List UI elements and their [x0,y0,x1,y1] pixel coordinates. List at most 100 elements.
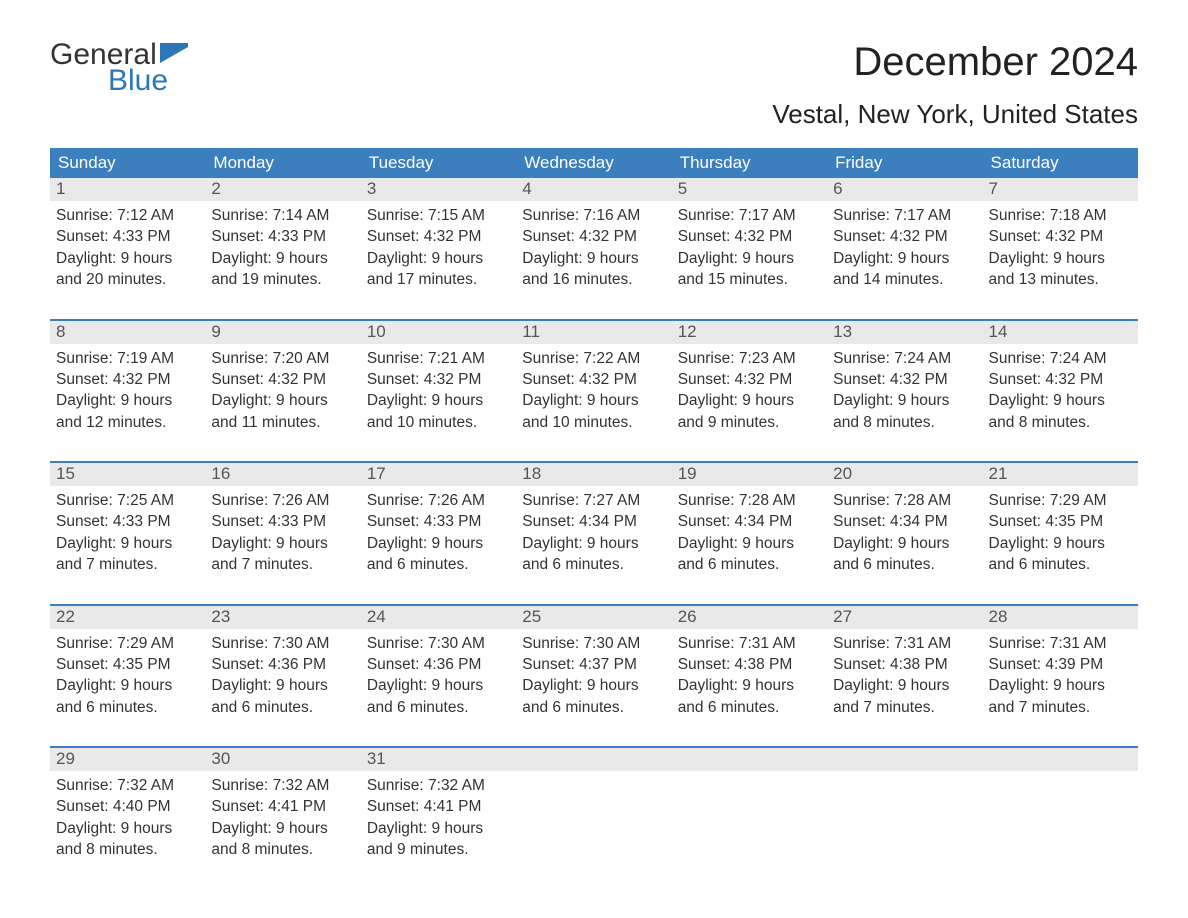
day-header-tue: Tuesday [361,148,516,178]
day-number: 5 [672,178,827,201]
day-number: 22 [50,606,205,629]
daylight-text: Daylight: 9 hours and 10 minutes. [367,390,510,433]
daylight-text: Daylight: 9 hours and 16 minutes. [522,248,665,291]
sunset-text: Sunset: 4:38 PM [833,654,976,675]
calendar-cell [983,748,1138,861]
sunset-text: Sunset: 4:36 PM [211,654,354,675]
brand-part2: Blue [108,66,168,96]
sunrise-text: Sunrise: 7:24 AM [989,348,1132,369]
day-number: 26 [672,606,827,629]
day-number: 24 [361,606,516,629]
calendar-cell: 25Sunrise: 7:30 AMSunset: 4:37 PMDayligh… [516,606,671,719]
sunrise-text: Sunrise: 7:12 AM [56,205,199,226]
sunset-text: Sunset: 4:33 PM [367,511,510,532]
day-body: Sunrise: 7:17 AMSunset: 4:32 PMDaylight:… [672,201,827,291]
day-body: Sunrise: 7:26 AMSunset: 4:33 PMDaylight:… [361,486,516,576]
sunrise-text: Sunrise: 7:32 AM [367,775,510,796]
sunrise-text: Sunrise: 7:24 AM [833,348,976,369]
sunset-text: Sunset: 4:38 PM [678,654,821,675]
calendar-cell: 22Sunrise: 7:29 AMSunset: 4:35 PMDayligh… [50,606,205,719]
daylight-text: Daylight: 9 hours and 6 minutes. [211,675,354,718]
calendar-cell: 31Sunrise: 7:32 AMSunset: 4:41 PMDayligh… [361,748,516,861]
sunset-text: Sunset: 4:32 PM [833,369,976,390]
calendar-cell: 5Sunrise: 7:17 AMSunset: 4:32 PMDaylight… [672,178,827,291]
day-number: 17 [361,463,516,486]
day-body: Sunrise: 7:31 AMSunset: 4:38 PMDaylight:… [827,629,982,719]
day-header-sun: Sunday [50,148,205,178]
brand-logo: General Blue [50,40,188,96]
sunrise-text: Sunrise: 7:28 AM [678,490,821,511]
sunset-text: Sunset: 4:36 PM [367,654,510,675]
calendar-cell: 2Sunrise: 7:14 AMSunset: 4:33 PMDaylight… [205,178,360,291]
sunset-text: Sunset: 4:41 PM [211,796,354,817]
calendar-cell: 1Sunrise: 7:12 AMSunset: 4:33 PMDaylight… [50,178,205,291]
daylight-text: Daylight: 9 hours and 8 minutes. [833,390,976,433]
day-number: 11 [516,321,671,344]
calendar-cell: 27Sunrise: 7:31 AMSunset: 4:38 PMDayligh… [827,606,982,719]
daylight-text: Daylight: 9 hours and 6 minutes. [678,533,821,576]
sunrise-text: Sunrise: 7:19 AM [56,348,199,369]
calendar-cell: 8Sunrise: 7:19 AMSunset: 4:32 PMDaylight… [50,321,205,434]
sunset-text: Sunset: 4:32 PM [367,226,510,247]
daylight-text: Daylight: 9 hours and 19 minutes. [211,248,354,291]
sunrise-text: Sunrise: 7:20 AM [211,348,354,369]
calendar-cell: 11Sunrise: 7:22 AMSunset: 4:32 PMDayligh… [516,321,671,434]
calendar-cell: 24Sunrise: 7:30 AMSunset: 4:36 PMDayligh… [361,606,516,719]
calendar-cell: 3Sunrise: 7:15 AMSunset: 4:32 PMDaylight… [361,178,516,291]
sunset-text: Sunset: 4:34 PM [678,511,821,532]
calendar-cell: 30 Sunrise: 7:32 AMSunset: 4:41 PMDayligh… [205,748,360,861]
daylight-text: Daylight: 9 hours and 12 minutes. [56,390,199,433]
daylight-text: Daylight: 9 hours and 8 minutes. [211,818,354,861]
sunset-text: Sunset: 4:41 PM [367,796,510,817]
daylight-text: Daylight: 9 hours and 6 minutes. [56,675,199,718]
day-body: Sunrise: 7:26 AMSunset: 4:33 PMDaylight:… [205,486,360,576]
day-body: Sunrise: 7:16 AMSunset: 4:32 PMDaylight:… [516,201,671,291]
sunrise-text: Sunrise: 7:26 AM [367,490,510,511]
sunrise-text: Sunrise: 7:30 AM [211,633,354,654]
sunrise-text: Sunrise: 7:28 AM [833,490,976,511]
sunrise-text: Sunrise: 7:32 AM [211,775,354,796]
day-number: 21 [983,463,1138,486]
calendar-cell: 17Sunrise: 7:26 AMSunset: 4:33 PMDayligh… [361,463,516,576]
sunset-text: Sunset: 4:32 PM [367,369,510,390]
day-header-wed: Wednesday [516,148,671,178]
day-body: Sunrise: 7:28 AMSunset: 4:34 PMDaylight:… [672,486,827,576]
day-header-thu: Thursday [672,148,827,178]
day-body: Sunrise: 7:25 AMSunset: 4:33 PMDaylight:… [50,486,205,576]
day-number: 29 [50,748,205,771]
daylight-text: Daylight: 9 hours and 8 minutes. [989,390,1132,433]
daylight-text: Daylight: 9 hours and 14 minutes. [833,248,976,291]
sunrise-text: Sunrise: 7:22 AM [522,348,665,369]
day-body: Sunrise: 7:23 AMSunset: 4:32 PMDaylight:… [672,344,827,434]
week-row: 15Sunrise: 7:25 AMSunset: 4:33 PMDayligh… [50,461,1138,576]
day-number: 14 [983,321,1138,344]
calendar-cell: 9Sunrise: 7:20 AMSunset: 4:32 PMDaylight… [205,321,360,434]
day-number: 30 [205,748,360,771]
day-number: 12 [672,321,827,344]
calendar-cell: 28Sunrise: 7:31 AMSunset: 4:39 PMDayligh… [983,606,1138,719]
calendar-cell: 10Sunrise: 7:21 AMSunset: 4:32 PMDayligh… [361,321,516,434]
daylight-text: Daylight: 9 hours and 7 minutes. [989,675,1132,718]
day-body: Sunrise: 7:28 AMSunset: 4:34 PMDaylight:… [827,486,982,576]
sunrise-text: Sunrise: 7:29 AM [56,633,199,654]
week-row: 22Sunrise: 7:29 AMSunset: 4:35 PMDayligh… [50,604,1138,719]
sunrise-text: Sunrise: 7:31 AM [678,633,821,654]
day-body: Sunrise: 7:15 AMSunset: 4:32 PMDaylight:… [361,201,516,291]
daylight-text: Daylight: 9 hours and 7 minutes. [833,675,976,718]
daylight-text: Daylight: 9 hours and 15 minutes. [678,248,821,291]
calendar: Sunday Monday Tuesday Wednesday Thursday… [50,148,1138,861]
sunset-text: Sunset: 4:32 PM [56,369,199,390]
day-number: 3 [361,178,516,201]
sunrise-text: Sunrise: 7:21 AM [367,348,510,369]
week-row: 29Sunrise: 7:32 AMSunset: 4:40 PMDayligh… [50,746,1138,861]
sunrise-text: Sunrise: 7:17 AM [833,205,976,226]
sunset-text: Sunset: 4:33 PM [56,226,199,247]
sunrise-text: Sunrise: 7:27 AM [522,490,665,511]
day-body: Sunrise: 7:18 AMSunset: 4:32 PMDaylight:… [983,201,1138,291]
day-body: Sunrise: 7:14 AMSunset: 4:33 PMDaylight:… [205,201,360,291]
day-number: 28 [983,606,1138,629]
daylight-text: Daylight: 9 hours and 11 minutes. [211,390,354,433]
calendar-cell: 7Sunrise: 7:18 AMSunset: 4:32 PMDaylight… [983,178,1138,291]
day-number: 4 [516,178,671,201]
daylight-text: Daylight: 9 hours and 6 minutes. [833,533,976,576]
